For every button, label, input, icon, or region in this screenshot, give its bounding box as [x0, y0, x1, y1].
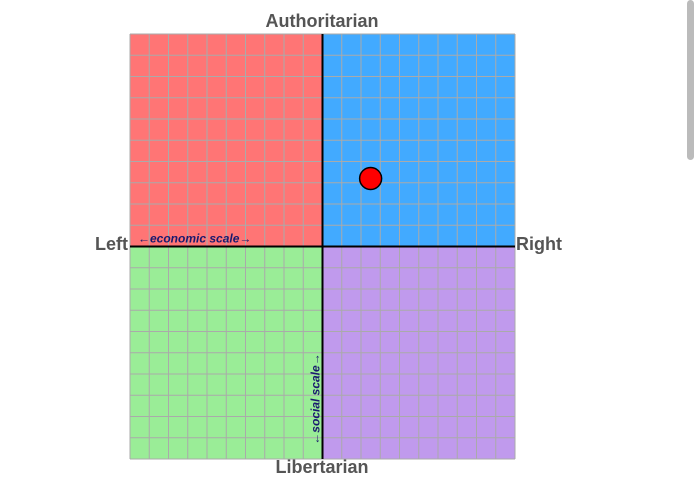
- bottom-label: Libertarian: [275, 457, 368, 477]
- scrollbar[interactable]: [687, 0, 694, 160]
- top-label: Authoritarian: [265, 11, 378, 31]
- x-annotation: ←economic scale→: [138, 232, 251, 246]
- point: [358, 166, 383, 191]
- left-label: Left: [95, 234, 128, 254]
- y-annotation: ←social scale→: [309, 353, 323, 444]
- right-label: Right: [516, 234, 562, 254]
